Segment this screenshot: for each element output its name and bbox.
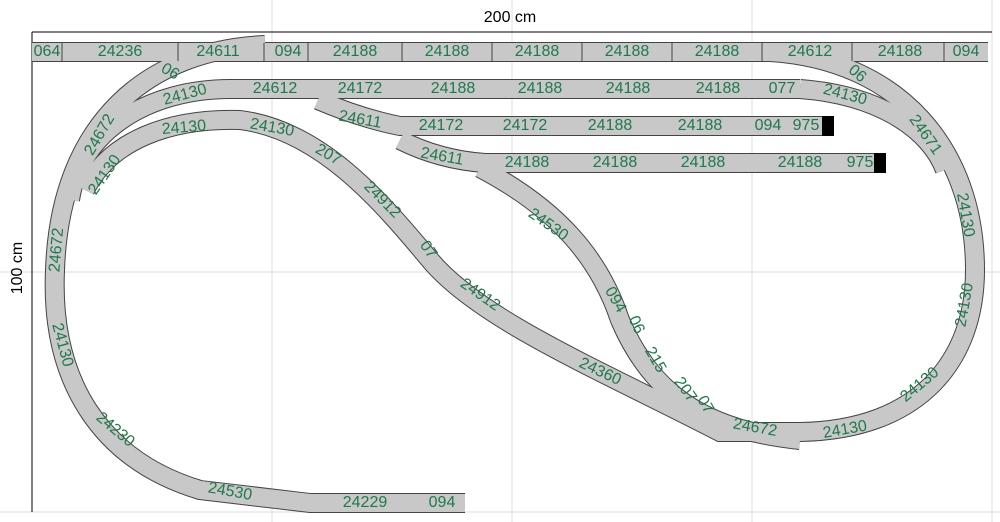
piece-label: 24360 <box>576 355 624 389</box>
piece-label: 24188 <box>678 117 723 134</box>
piece-label: 24188 <box>681 154 726 171</box>
piece-label: 24130 <box>161 117 207 138</box>
piece-label: 094 <box>275 43 302 60</box>
piece-label: 24236 <box>98 43 143 60</box>
track <box>720 43 985 441</box>
piece-label: 975 <box>793 117 820 134</box>
piece-label: 24611 <box>196 43 239 60</box>
height-label: 100 cm <box>9 242 26 294</box>
piece-label: 24188 <box>505 154 550 171</box>
piece-label: 24188 <box>333 43 378 60</box>
track <box>61 80 231 202</box>
piece-label: 24188 <box>605 43 650 60</box>
piece-label: 077 <box>769 80 796 97</box>
piece-label: 06 <box>625 313 648 336</box>
piece-label: 24172 <box>503 117 548 134</box>
piece-label: 24612 <box>788 43 833 60</box>
piece-label: 975 <box>847 154 874 171</box>
piece-label: 24188 <box>696 80 741 97</box>
piece-label: 06 <box>158 60 182 84</box>
piece-label: 24611 <box>419 145 465 169</box>
piece-label: 24188 <box>878 43 923 60</box>
piece-label: 24172 <box>338 80 383 97</box>
piece-label: 24172 <box>419 117 464 134</box>
track <box>314 91 822 135</box>
piece-label: 064 <box>34 43 61 60</box>
buffer <box>874 153 886 173</box>
piece-label: 24672 <box>46 227 67 273</box>
piece-label: 24188 <box>588 117 633 134</box>
piece-label: 24130 <box>161 81 208 109</box>
width-label: 200 cm <box>484 9 536 26</box>
piece-label: 24229 <box>343 494 388 511</box>
piece-label: 24188 <box>515 43 560 60</box>
piece-label: 24188 <box>778 154 823 171</box>
piece-label: 24612 <box>253 80 298 97</box>
track <box>799 80 954 174</box>
piece-label: 24188 <box>606 80 651 97</box>
piece-label: 24188 <box>425 43 470 60</box>
piece-label: 24188 <box>593 154 638 171</box>
track <box>475 160 801 449</box>
piece-label: 24188 <box>695 43 740 60</box>
piece-label: 07 <box>693 393 717 417</box>
buffer <box>822 116 834 136</box>
piece-label: 094 <box>755 117 782 134</box>
piece-label: 24130 <box>249 115 296 140</box>
piece-label: 24188 <box>518 80 563 97</box>
track <box>76 110 800 441</box>
piece-label: 094 <box>953 43 980 60</box>
piece-label: 094 <box>429 494 456 511</box>
piece-label: 24188 <box>431 80 476 97</box>
tracks <box>32 35 988 513</box>
track <box>45 36 465 512</box>
